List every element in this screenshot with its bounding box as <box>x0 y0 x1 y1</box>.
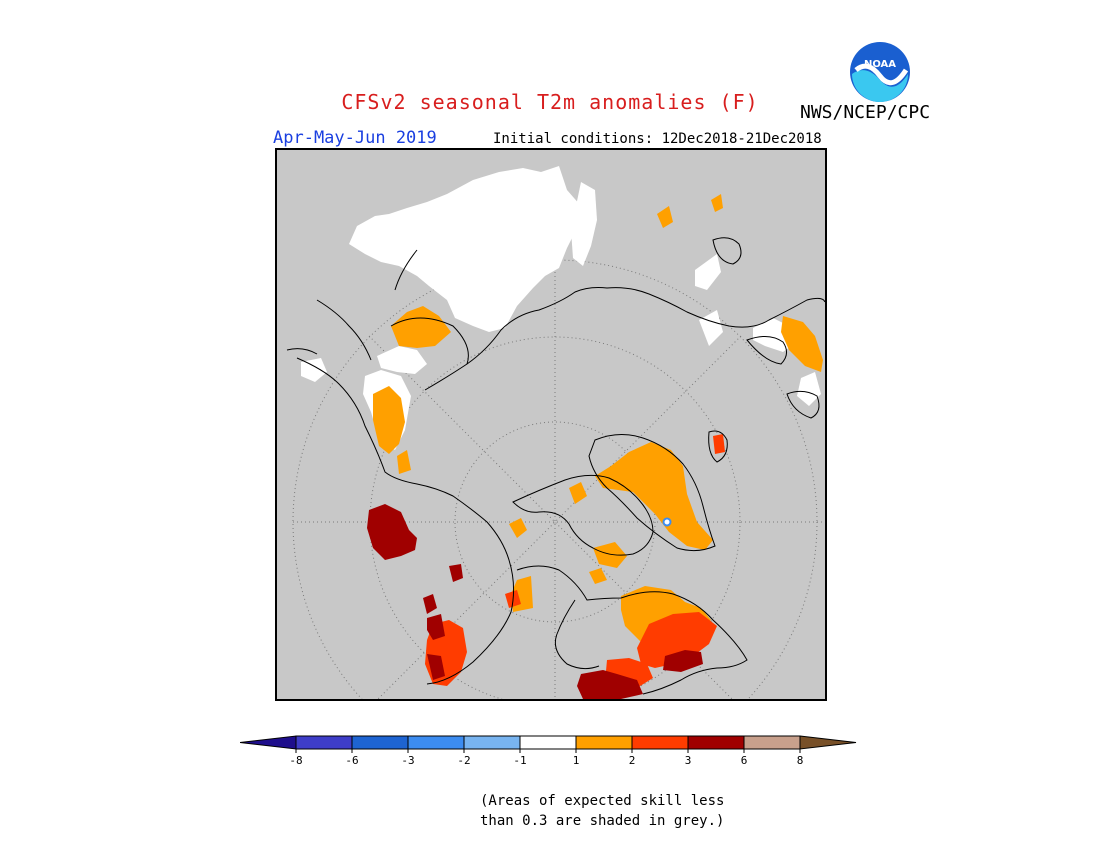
polar-map <box>286 166 825 699</box>
legend-swatch <box>407 735 465 750</box>
color-bar-legend: -8 -6 -3 -2 -1 1 2 3 6 8 <box>240 735 857 767</box>
legend-swatch <box>519 735 577 750</box>
legend-swatch <box>687 735 745 750</box>
skill-note: (Areas of expected skill less than 0.3 a… <box>480 791 724 831</box>
legend-label: 6 <box>741 754 748 767</box>
legend-label: 3 <box>685 754 692 767</box>
legend-label: -8 <box>289 754 302 767</box>
polar-map-frame <box>275 148 827 701</box>
map-coastlines <box>286 237 825 695</box>
noaa-logo: NOAA <box>850 42 910 102</box>
legend-label: 2 <box>629 754 636 767</box>
svg-text:NOAA: NOAA <box>864 59 896 70</box>
legend-arrow-low <box>240 735 297 750</box>
anomaly-white-areas <box>301 166 821 450</box>
legend-swatch <box>575 735 633 750</box>
anomaly-dark-red-areas <box>367 504 703 699</box>
legend-label: -6 <box>345 754 358 767</box>
legend-swatch <box>631 735 689 750</box>
legend-swatch <box>743 735 801 750</box>
skill-note-line-1: (Areas of expected skill less <box>480 793 725 809</box>
legend-swatch <box>295 735 353 750</box>
legend-label: 8 <box>797 754 804 767</box>
legend-label: 1 <box>573 754 580 767</box>
season-label: Apr-May-Jun 2019 <box>273 128 437 148</box>
map-title: CFSv2 seasonal T2m anomalies (F) <box>341 90 759 114</box>
legend-label: -3 <box>401 754 414 767</box>
legend-label: -1 <box>513 754 526 767</box>
skill-note-line-2: than 0.3 are shaded in grey.) <box>480 813 725 829</box>
initial-conditions-label: Initial conditions: 12Dec2018-21Dec2018 <box>493 131 822 147</box>
legend-swatch <box>351 735 409 750</box>
legend-label: -2 <box>457 754 470 767</box>
anomaly-orange-areas <box>373 194 823 642</box>
map-graticule <box>292 259 825 699</box>
station-marker <box>662 517 672 527</box>
agency-label: NWS/NCEP/CPC <box>800 102 931 123</box>
legend-swatch <box>463 735 521 750</box>
legend-arrow-high <box>799 735 857 750</box>
